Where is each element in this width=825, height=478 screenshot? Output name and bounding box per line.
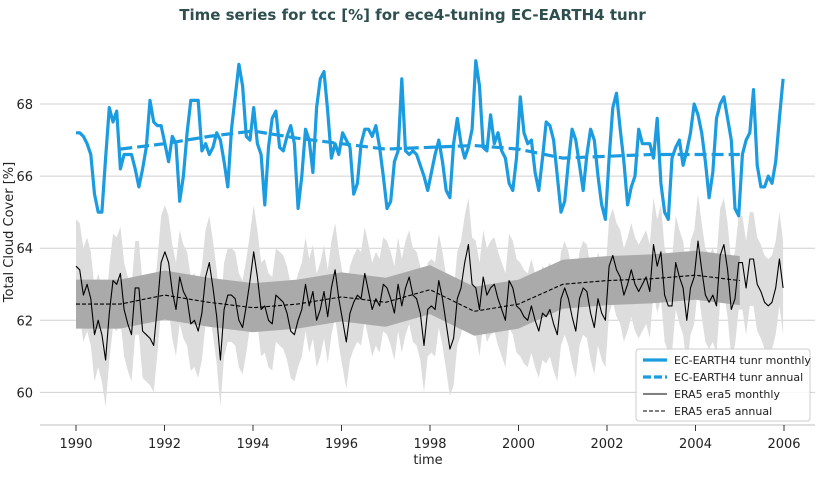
model-monthly-line — [76, 59, 785, 221]
x-axis-label: time — [413, 453, 442, 468]
x-tick-label: 2000 — [502, 437, 535, 452]
era5-annual-line — [76, 274, 740, 312]
y-tick-label: 68 — [16, 98, 33, 113]
chart-title: Time series for tcc [%] for ece4-tuning … — [179, 6, 646, 24]
x-tick-label: 2002 — [590, 437, 623, 452]
y-axis-label: Total Cloud Cover [%] — [2, 162, 17, 303]
legend-label: ERA5 era5 annual — [674, 405, 772, 418]
era5-annual-spread-band — [76, 250, 740, 336]
y-tick-label: 62 — [16, 314, 33, 329]
legend: EC-EARTH4 tunr monthly EC-EARTH4 tunr ann… — [635, 348, 811, 422]
x-tick-label: 1996 — [325, 437, 358, 452]
y-tick-label: 64 — [16, 242, 33, 257]
x-tick-label: 1992 — [148, 437, 181, 452]
y-tick-label: 66 — [16, 170, 33, 185]
x-tick-label: 1994 — [236, 437, 269, 452]
x-tick-label: 1998 — [413, 437, 446, 452]
model-annual-line — [120, 129, 740, 160]
legend-label: ERA5 era5 monthly — [674, 388, 780, 401]
x-tick-label: 2004 — [679, 437, 712, 452]
x-tick-label: 2006 — [767, 437, 800, 452]
x-tick-label: 1990 — [59, 437, 92, 452]
y-tick-label: 60 — [16, 386, 33, 401]
legend-label: EC-EARTH4 tunr annual — [674, 371, 803, 384]
legend-label: EC-EARTH4 tunr monthly — [674, 354, 811, 367]
era5-monthly-line — [75, 240, 784, 361]
